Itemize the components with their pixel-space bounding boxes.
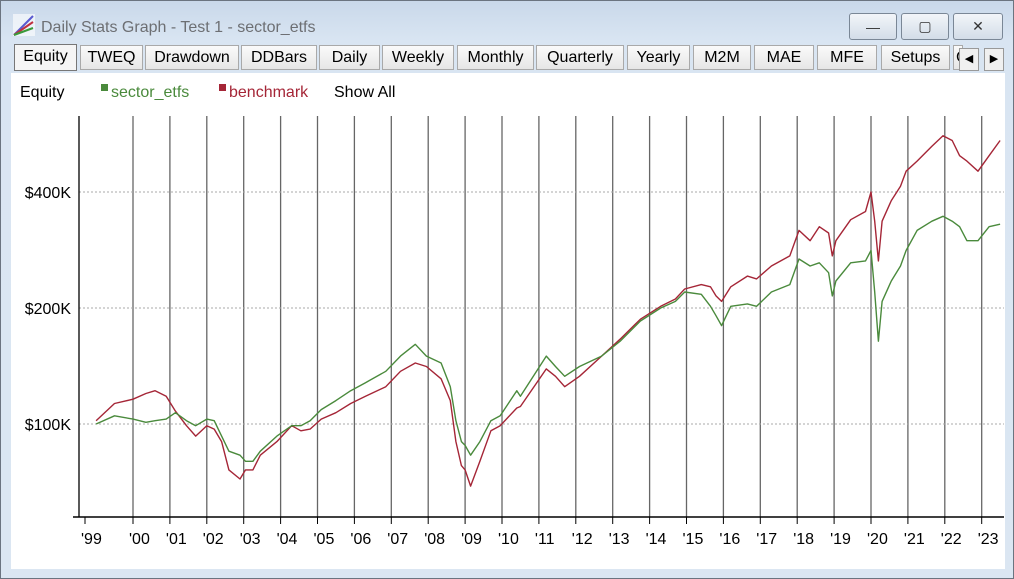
x-tick-label: '20	[867, 531, 888, 548]
tab-mfe[interactable]: MFE	[817, 45, 877, 70]
legend-label: sector_etfs	[111, 84, 190, 101]
x-tick-label: '18	[793, 531, 814, 548]
y-tick-label: $400K	[25, 185, 72, 202]
x-tick-label: '10	[498, 531, 519, 548]
x-tick-label: '08	[424, 531, 445, 548]
x-tick-label: '19	[830, 531, 851, 548]
tab-ddbars[interactable]: DDBars	[241, 45, 317, 70]
y-tick-label: $200K	[25, 301, 72, 318]
close-button[interactable]: ✕	[953, 13, 1003, 40]
tab-tweq[interactable]: TWEQ	[80, 45, 143, 70]
x-tick-label: '01	[166, 531, 187, 548]
tab-scroll-right-button[interactable]: ▶	[984, 48, 1004, 71]
legend-title: Equity	[20, 84, 65, 101]
x-tick-label: '00	[129, 531, 150, 548]
tab-mae[interactable]: MAE	[754, 45, 814, 70]
tab-monthly[interactable]: Monthly	[457, 45, 534, 70]
x-tick-label: '21	[904, 531, 925, 548]
show-all-link[interactable]: Show All	[334, 84, 396, 101]
x-tick-label: '14	[646, 531, 667, 548]
chart-panel: Equity sector_etfs benchmark Show All '9…	[11, 73, 1005, 569]
title-bar[interactable]: Daily Stats Graph - Test 1 - sector_etfs…	[1, 1, 1013, 43]
series-line-benchmark	[95, 135, 1001, 487]
close-icon: ✕	[972, 18, 984, 34]
x-tick-label: '02	[203, 531, 224, 548]
tab-bar: Equity TWEQ Drawdown DDBars Daily Weekly…	[13, 44, 1009, 72]
tab-daily[interactable]: Daily	[319, 45, 380, 70]
x-tick-label: '23	[978, 531, 999, 548]
tab-weekly[interactable]: Weekly	[382, 45, 454, 70]
x-tick-label: '11	[535, 531, 555, 548]
x-tick-label: '05	[314, 531, 335, 548]
y-tick-label: $100K	[25, 417, 72, 434]
legend-benchmark[interactable]: benchmark	[219, 84, 308, 102]
maximize-button[interactable]: ▢	[901, 13, 949, 40]
legend-label: benchmark	[229, 84, 309, 101]
arrow-left-icon: ◀	[964, 53, 974, 65]
minimize-icon: —	[866, 18, 880, 35]
tab-scroll-left-button[interactable]: ◀	[959, 48, 979, 71]
x-tick-label: '99	[81, 531, 102, 548]
x-tick-label: '16	[719, 531, 740, 548]
x-tick-label: '22	[941, 531, 962, 548]
legend-swatch-green	[101, 84, 108, 91]
x-tick-label: '03	[240, 531, 261, 548]
minimize-button[interactable]: —	[849, 13, 897, 40]
arrow-right-icon: ▶	[989, 53, 999, 65]
maximize-icon: ▢	[918, 18, 932, 34]
x-tick-label: '13	[609, 531, 630, 548]
tab-yearly[interactable]: Yearly	[627, 45, 690, 70]
window-title: Daily Stats Graph - Test 1 - sector_etfs	[41, 19, 316, 36]
tab-quarterly[interactable]: Quarterly	[536, 45, 624, 70]
x-tick-label: '07	[387, 531, 408, 548]
x-tick-label: '12	[572, 531, 593, 548]
x-tick-label: '17	[756, 531, 777, 548]
x-tick-label: '06	[350, 531, 371, 548]
tab-m2m[interactable]: M2M	[693, 45, 751, 70]
equity-chart: '99 '00 '01 '02 '03 '04 '05 '06 '07 '08 '09 '10 '11 '…	[25, 116, 1004, 548]
tab-equity[interactable]: Equity	[14, 44, 77, 71]
x-tick-label: '15	[683, 531, 704, 548]
tab-drawdown[interactable]: Drawdown	[145, 45, 239, 70]
x-tick-label: '09	[461, 531, 482, 548]
chart-app-icon	[13, 14, 35, 36]
legend-sector-etfs[interactable]: sector_etfs	[101, 84, 189, 102]
series-line-sector-etfs	[95, 215, 1001, 462]
legend-swatch-red	[219, 84, 226, 91]
tab-setups[interactable]: Setups	[881, 45, 950, 70]
x-tick-label: '04	[277, 531, 298, 548]
